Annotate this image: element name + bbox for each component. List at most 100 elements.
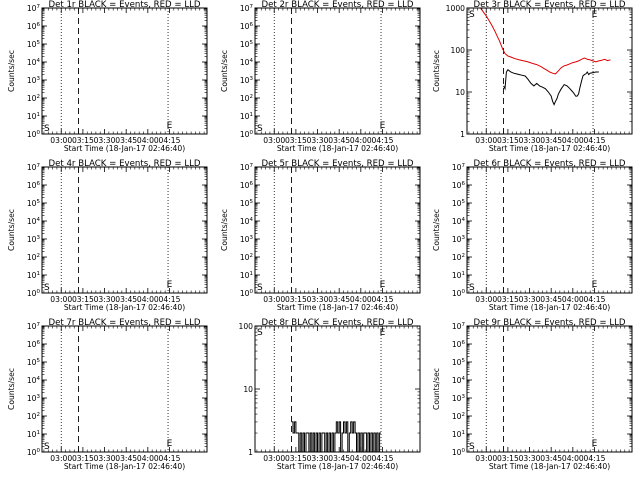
y-tick-label: 107 [27, 4, 41, 13]
events-series-line [291, 421, 381, 453]
detector-panel: Det 2r BLACK = Events, RED = LLD 100 101 10… [220, 0, 421, 153]
x-tick-label: 03:45 [540, 454, 562, 463]
y-tick-label: 105 [240, 40, 254, 49]
x-tick-label: 03:00 [263, 136, 285, 145]
y-tick-label: 105 [240, 199, 254, 208]
x-tick-label: 04:00 [350, 136, 372, 145]
end-marker: E [167, 439, 173, 449]
y-tick-label: 101 [240, 271, 253, 280]
x-tick-label: 03:00 [263, 295, 285, 304]
x-tick-label: 04:15 [159, 136, 181, 145]
panel-title: Det 7r BLACK = Events, RED = LLD [48, 318, 200, 328]
y-tick-label: 102 [452, 253, 465, 262]
x-tick-label: 03:15 [72, 454, 94, 463]
detector-panel: Det 9r BLACK = Events, RED = LLD 100 101 10… [432, 318, 633, 471]
y-tick-label: 104 [27, 376, 41, 385]
y-tick-label: 100 [240, 289, 254, 298]
x-tick-label: 04:00 [137, 136, 159, 145]
axes-frame [41, 7, 208, 135]
y-tick-label: 105 [452, 358, 466, 367]
y-tick-label: 101 [27, 430, 40, 439]
panel-title: Det 5r BLACK = Events, RED = LLD [261, 159, 413, 169]
axes-frame [41, 166, 208, 294]
x-tick-label: 03:00 [263, 454, 285, 463]
y-tick-label: 10 [243, 385, 253, 394]
end-marker: E [380, 280, 386, 290]
lld-series-line [480, 7, 611, 75]
start-marker: S [257, 328, 263, 338]
x-tick-label: 03:45 [115, 454, 137, 463]
y-tick-label: 105 [27, 358, 41, 367]
y-axis-label: Counts/sec [7, 368, 16, 410]
y-axis-label: Counts/sec [432, 209, 441, 251]
panel-title: Det 9r BLACK = Events, RED = LLD [473, 318, 625, 328]
x-tick-label: 03:15 [285, 295, 307, 304]
x-tick-label: 03:15 [497, 136, 519, 145]
end-marker: E [380, 328, 386, 338]
start-marker: S [257, 283, 263, 293]
y-tick-label: 104 [240, 58, 254, 67]
y-tick-label: 101 [27, 271, 40, 280]
x-axis-label: Start Time (18-Jan-17 02:46:40) [64, 462, 185, 471]
x-axis-label: Start Time (18-Jan-17 02:46:40) [277, 144, 398, 153]
y-tick-label: 103 [452, 394, 466, 403]
x-tick-label: 04:15 [372, 454, 394, 463]
y-tick-label: 102 [27, 253, 40, 262]
y-tick-label: 103 [240, 76, 254, 85]
start-marker: S [44, 442, 50, 452]
y-tick-label: 104 [27, 217, 41, 226]
y-axis-label: Counts/sec [7, 209, 16, 251]
y-axis-label: Counts/sec [7, 50, 16, 92]
y-axis-label: Counts/sec [220, 50, 229, 92]
y-tick-label: 105 [452, 199, 466, 208]
y-tick-label: 102 [240, 253, 253, 262]
end-marker: E [380, 121, 386, 131]
y-tick-label: 1 [460, 130, 465, 139]
x-tick-label: 03:30 [94, 295, 116, 304]
end-marker: E [167, 121, 173, 131]
start-marker: S [257, 124, 263, 134]
x-tick-label: 04:15 [584, 136, 606, 145]
y-tick-label: 103 [240, 235, 254, 244]
x-tick-label: 03:00 [50, 136, 72, 145]
y-tick-label: 102 [240, 94, 253, 103]
y-tick-label: 107 [27, 163, 41, 172]
y-tick-label: 104 [240, 217, 254, 226]
y-tick-label: 103 [27, 394, 41, 403]
x-tick-label: 03:15 [72, 136, 94, 145]
x-tick-label: 03:30 [307, 136, 329, 145]
y-tick-label: 103 [452, 235, 466, 244]
y-tick-label: 1000 [446, 4, 465, 13]
y-tick-label: 107 [452, 322, 466, 331]
y-tick-label: 100 [452, 289, 466, 298]
detector-panel: Det 5r BLACK = Events, RED = LLD 100 101 10… [220, 159, 421, 312]
y-tick-label: 100 [452, 448, 466, 457]
x-tick-label: 04:15 [372, 136, 394, 145]
panel-title: Det 2r BLACK = Events, RED = LLD [261, 0, 413, 10]
x-tick-label: 03:30 [307, 295, 329, 304]
y-axis-label: Counts/sec [432, 50, 441, 92]
y-tick-label: 106 [240, 181, 254, 190]
panel-title: Det 8r BLACK = Events, RED = LLD [261, 318, 413, 328]
y-tick-label: 100 [239, 322, 254, 331]
end-marker: E [592, 280, 598, 290]
x-tick-label: 04:15 [159, 295, 181, 304]
x-tick-label: 04:15 [159, 454, 181, 463]
start-marker: S [44, 124, 50, 134]
x-tick-label: 03:30 [519, 454, 541, 463]
y-tick-label: 101 [27, 112, 40, 121]
x-tick-label: 03:00 [50, 295, 72, 304]
x-axis-label: Start Time (18-Jan-17 02:46:40) [64, 144, 185, 153]
panel-title: Det 1r BLACK = Events, RED = LLD [48, 0, 200, 10]
y-tick-label: 104 [27, 58, 41, 67]
y-tick-label: 102 [27, 94, 40, 103]
detector-panel: Det 4r BLACK = Events, RED = LLD 100 101 10… [7, 159, 208, 312]
x-tick-label: 04:00 [137, 295, 159, 304]
end-marker: E [592, 10, 598, 20]
y-tick-label: 104 [452, 217, 466, 226]
x-axis-label: Start Time (18-Jan-17 02:46:40) [64, 303, 185, 312]
x-axis-label: Start Time (18-Jan-17 02:46:40) [489, 462, 610, 471]
y-tick-label: 100 [27, 448, 41, 457]
detector-panel: Det 7r BLACK = Events, RED = LLD 100 101 10… [7, 318, 208, 471]
x-tick-label: 03:30 [307, 454, 329, 463]
